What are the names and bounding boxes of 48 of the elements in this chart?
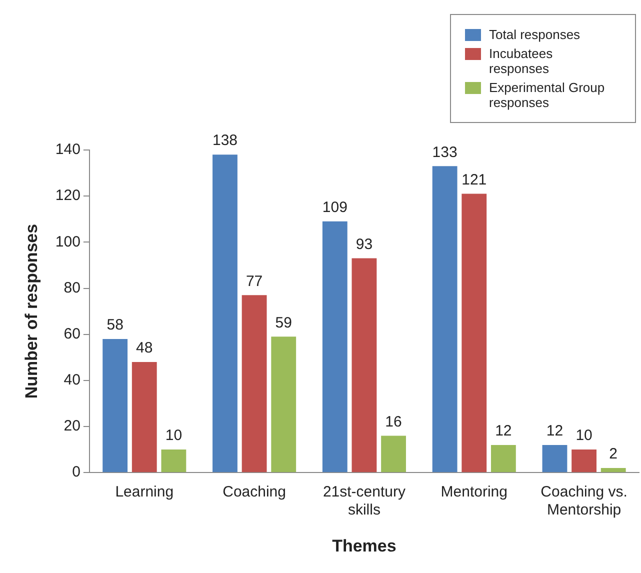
data-label: 109 — [322, 199, 348, 216]
y-tick-label: 140 — [55, 141, 80, 158]
bar — [242, 295, 267, 472]
bar — [271, 336, 296, 472]
bar — [572, 450, 596, 472]
data-label: 2 — [609, 446, 618, 463]
data-label: 77 — [246, 272, 263, 290]
legend-label: Incubatees responses — [489, 46, 554, 76]
y-tick-label: 80 — [64, 279, 80, 296]
bar — [542, 444, 568, 472]
bar — [381, 436, 406, 472]
legend-label: Total responses — [489, 27, 580, 42]
data-label: 58 — [106, 316, 124, 334]
data-label: 121 — [462, 171, 487, 188]
data-label: 10 — [165, 427, 182, 444]
y-tick-label: 120 — [55, 187, 80, 204]
y-tick-label: 0 — [72, 464, 80, 481]
data-label: 48 — [136, 340, 153, 357]
x-tick-label: Coaching vs. Mentorship — [540, 484, 628, 519]
x-tick-label: Coaching — [222, 484, 286, 501]
data-label: 93 — [356, 236, 373, 253]
legend-label: Experimental Group responses — [489, 80, 606, 110]
bar — [161, 450, 186, 472]
data-label: 12 — [495, 422, 512, 440]
x-tick-label: 21st-century skills — [322, 484, 406, 519]
data-label: 12 — [546, 422, 564, 440]
y-tick-label: 60 — [64, 325, 80, 342]
y-tick-label: 40 — [64, 372, 80, 389]
x-axis-title: Themes — [332, 536, 396, 556]
bar — [132, 362, 157, 472]
data-label: 133 — [432, 144, 458, 161]
bar — [352, 258, 377, 472]
y-tick-label: 100 — [55, 233, 80, 250]
data-label: 59 — [275, 314, 292, 332]
x-tick-label: Mentoring — [440, 484, 508, 501]
bar — [212, 154, 238, 472]
data-label: 10 — [576, 427, 592, 444]
bar — [102, 338, 128, 472]
y-tick-label: 20 — [64, 418, 80, 435]
bar — [600, 468, 626, 472]
bar — [322, 221, 348, 472]
x-tick-label: Learning — [115, 484, 174, 501]
bar — [462, 194, 487, 472]
y-axis-title: Number of responses — [22, 224, 41, 399]
bar — [490, 444, 516, 472]
data-label: 138 — [212, 132, 238, 150]
bar — [432, 166, 458, 472]
data-label: 16 — [385, 413, 402, 430]
